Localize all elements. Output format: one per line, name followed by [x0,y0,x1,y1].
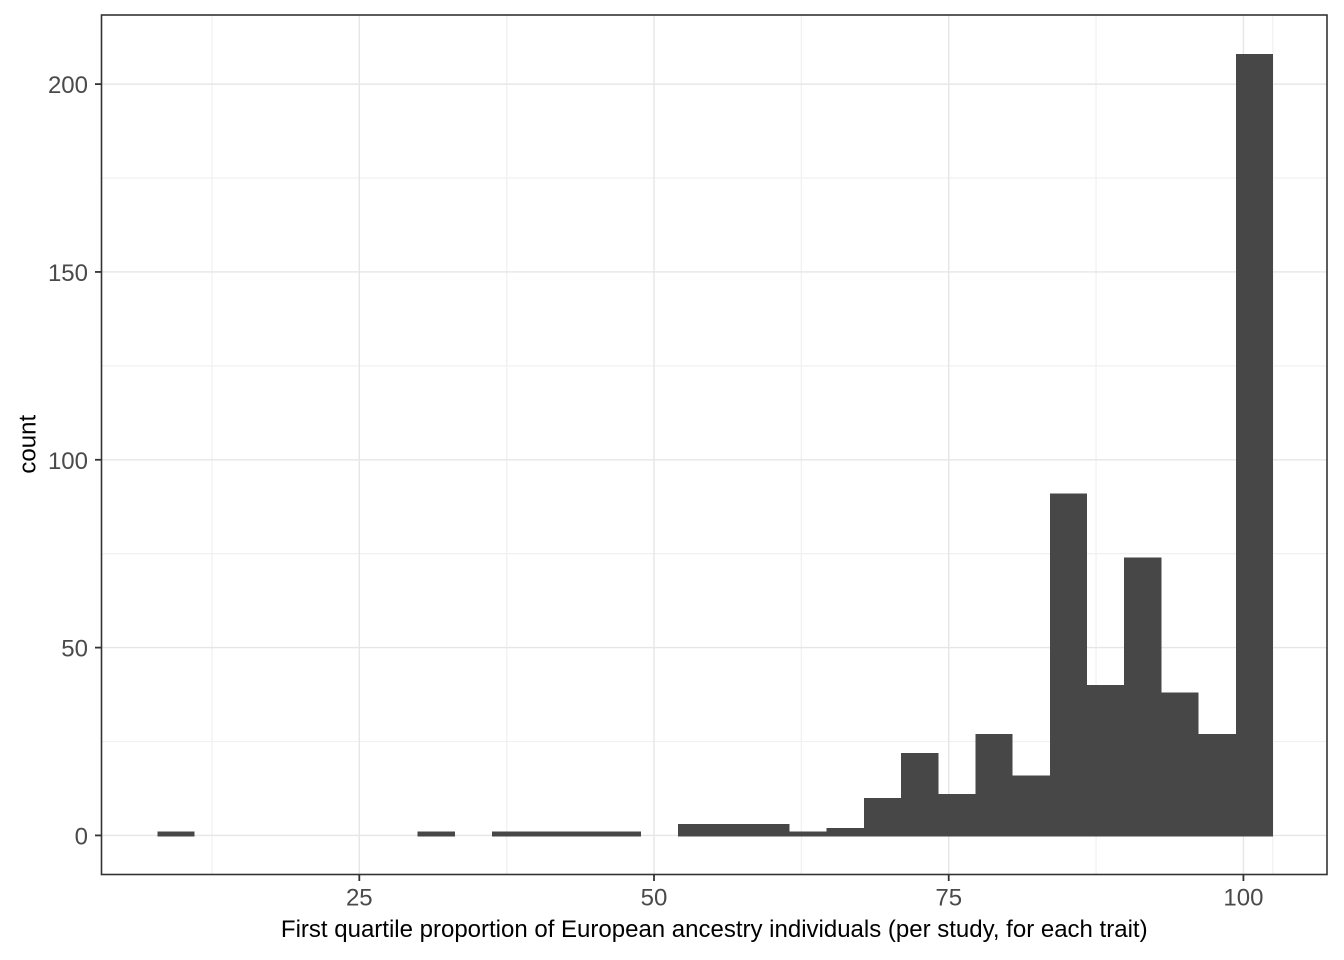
histogram-bar [603,831,641,837]
y-axis-tick-labels: 0 50 100 150 200 [48,72,88,850]
histogram-bar [417,831,455,837]
y-tick-label: 100 [48,448,88,475]
histogram-bar [715,824,753,837]
y-tick-label: 50 [61,636,88,663]
histogram-bar [752,824,790,837]
y-tick-label: 200 [48,72,88,99]
x-tick-label: 25 [346,885,373,912]
x-tick-label: 75 [935,885,962,912]
histogram-bars [157,54,1274,837]
histogram-bar [157,831,195,837]
histogram-bar [1235,54,1274,837]
x-tick-label: 50 [641,885,668,912]
x-axis-title: First quartile proportion of European an… [281,916,1148,943]
histogram-bar [1012,775,1050,837]
histogram-bar [491,831,530,837]
axis-tick-marks [95,83,1245,881]
histogram-bar [826,827,864,837]
histogram-bar [863,797,902,837]
histogram-bar [1198,734,1236,837]
x-tick-label: 100 [1223,885,1263,912]
histogram-bar [938,794,976,837]
y-axis-title: count [15,415,42,474]
y-tick-label: 150 [48,260,88,287]
histogram-bar [1049,493,1088,837]
y-tick-label: 0 [75,823,88,850]
histogram-bar [975,734,1013,837]
histogram-bar [677,824,716,837]
histogram-bar [1161,692,1199,837]
histogram-bar [901,752,939,837]
histogram-bar [529,831,567,837]
histogram-bar [566,831,604,837]
panel-border [100,14,1328,876]
histogram-bar [1124,557,1162,837]
histogram-bar [1087,685,1125,837]
histogram-bar [789,831,827,837]
x-axis-tick-labels: 25 50 75 100 [346,885,1263,912]
